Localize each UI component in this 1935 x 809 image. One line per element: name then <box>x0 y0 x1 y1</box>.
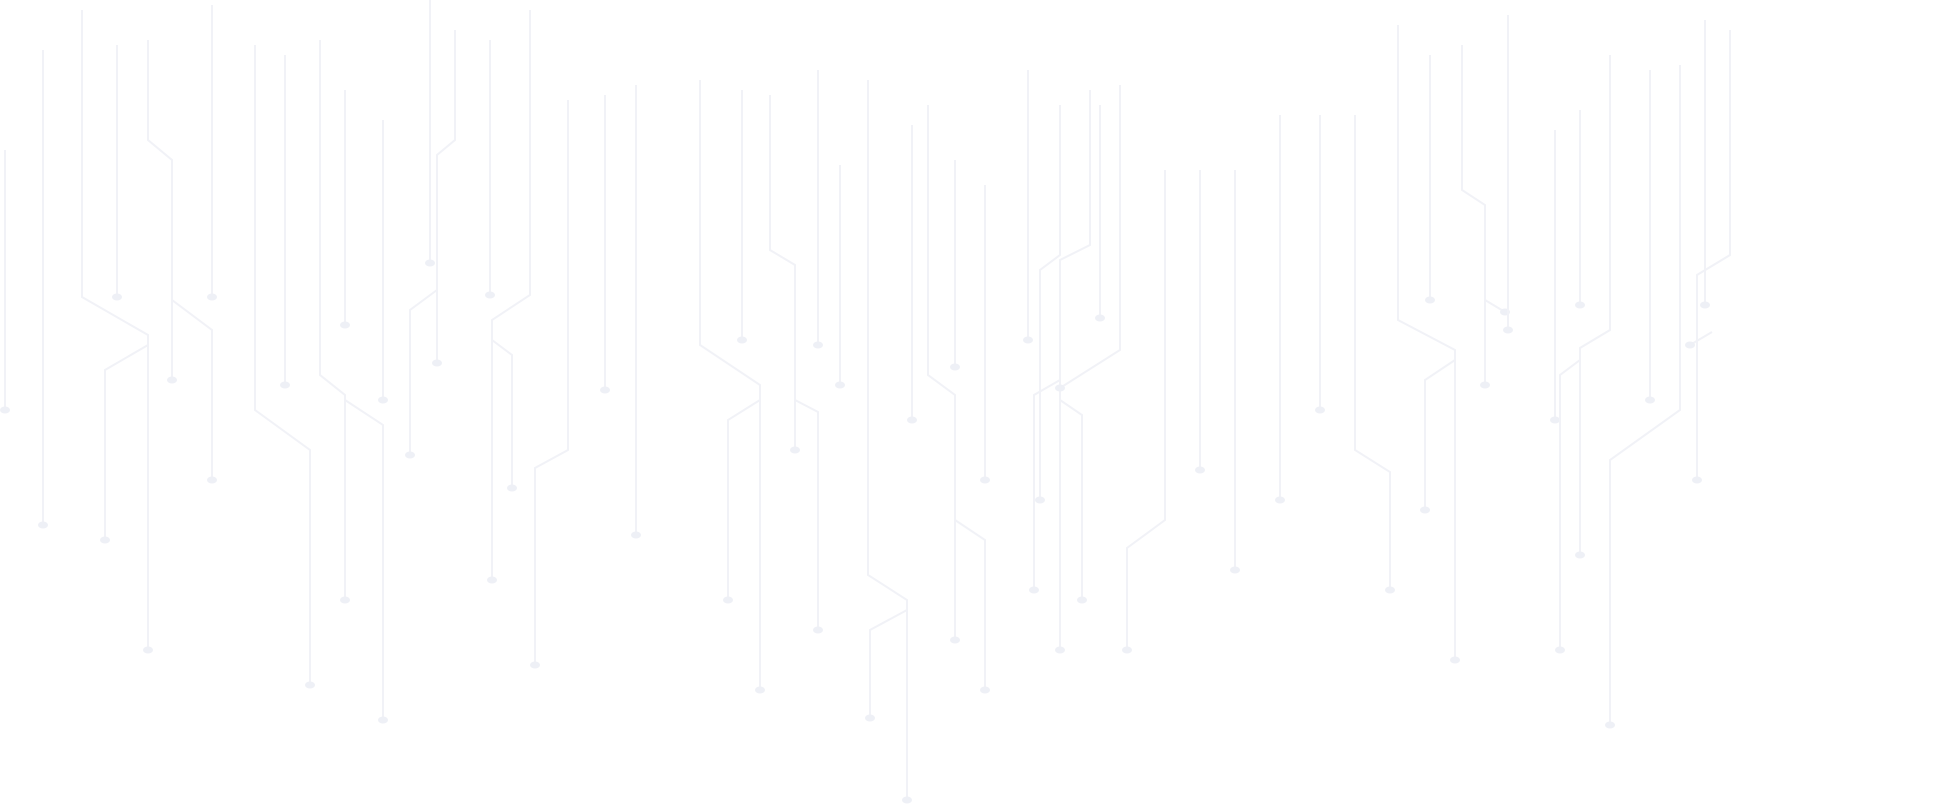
circuit-trace <box>1397 25 1456 660</box>
circuit-node <box>1575 301 1585 309</box>
circuit-node <box>1425 296 1435 304</box>
circuit-trace <box>171 299 213 480</box>
circuit-node <box>1035 496 1045 504</box>
circuit-node <box>167 376 177 384</box>
circuit-trace <box>436 30 456 363</box>
circuit-trace <box>254 45 311 685</box>
circuit-node <box>38 521 48 529</box>
circuit-node <box>1195 466 1205 474</box>
circuit-node <box>305 681 315 689</box>
circuit-node <box>1230 566 1240 574</box>
circuit-trace <box>319 40 346 600</box>
circuit-node <box>340 321 350 329</box>
circuit-node <box>530 661 540 669</box>
circuit-node <box>1055 646 1065 654</box>
circuit-node <box>865 714 875 722</box>
circuit-node <box>207 476 217 484</box>
circuit-node <box>1550 416 1560 424</box>
circuit-trace <box>81 10 149 650</box>
circuit-trace <box>1033 379 1061 590</box>
circuit-node <box>1029 586 1039 594</box>
circuit-node <box>631 531 641 539</box>
circuit-node <box>1685 341 1695 349</box>
circuit-node <box>980 686 990 694</box>
circuit-trace <box>104 344 149 540</box>
circuit-node <box>835 381 845 389</box>
circuit-node <box>207 293 217 301</box>
circuit-trace <box>727 399 761 600</box>
circuit-node <box>378 716 388 724</box>
circuit-trace <box>1354 115 1391 590</box>
circuit-node <box>0 406 10 414</box>
circuit-trace <box>1126 170 1166 650</box>
circuit-node <box>790 446 800 454</box>
circuit-trace <box>1461 45 1486 385</box>
circuit-node <box>755 686 765 694</box>
circuit-trace <box>147 40 173 380</box>
circuit-trace <box>1059 399 1083 600</box>
circuit-node <box>737 336 747 344</box>
circuit-trace <box>409 289 438 455</box>
circuit-node <box>1605 721 1615 729</box>
circuit-trace <box>1609 65 1681 725</box>
circuit-trace <box>1059 90 1091 650</box>
circuit-node <box>507 484 517 492</box>
circuit-node <box>1055 384 1065 392</box>
circuit-node <box>902 796 912 804</box>
circuit-node <box>1645 396 1655 404</box>
circuit-node <box>813 626 823 634</box>
circuit-node <box>1275 496 1285 504</box>
circuit-trace <box>1696 30 1731 480</box>
circuit-node <box>1575 551 1585 559</box>
circuit-trace <box>1059 85 1121 389</box>
circuit-node <box>600 386 610 394</box>
circuit-node <box>1023 336 1033 344</box>
circuit-trace <box>927 105 956 640</box>
circuit-trace <box>1559 359 1581 650</box>
circuit-trace <box>1579 55 1611 555</box>
circuit-trace <box>794 399 819 630</box>
circuit-node <box>950 636 960 644</box>
circuit-node <box>1315 406 1325 414</box>
circuit-node <box>340 596 350 604</box>
circuit-node <box>1385 586 1395 594</box>
circuit-node <box>813 341 823 349</box>
circuit-trace <box>869 609 908 718</box>
circuit-node <box>980 476 990 484</box>
circuit-node <box>1095 314 1105 322</box>
circuit-node <box>1450 656 1460 664</box>
circuit-node <box>405 451 415 459</box>
circuit-trace <box>867 80 908 800</box>
circuit-node <box>1480 381 1490 389</box>
circuit-node <box>1700 301 1710 309</box>
circuit-node <box>1122 646 1132 654</box>
circuit-node <box>723 596 733 604</box>
circuit-node <box>280 381 290 389</box>
circuit-node <box>143 646 153 654</box>
circuit-node <box>1420 506 1430 514</box>
circuit-node <box>1692 476 1702 484</box>
circuit-node <box>100 536 110 544</box>
circuit-node <box>378 396 388 404</box>
circuit-node <box>432 359 442 367</box>
circuit-trace <box>1424 359 1456 510</box>
circuit-node <box>112 293 122 301</box>
circuit-trace <box>954 519 986 690</box>
circuit-node <box>487 576 497 584</box>
circuit-trace <box>344 399 384 720</box>
circuit-node <box>1555 646 1565 654</box>
circuit-trace <box>769 95 796 450</box>
circuit-node <box>1077 596 1087 604</box>
circuit-trace <box>534 100 569 665</box>
circuit-trace <box>491 10 531 580</box>
circuit-node <box>950 363 960 371</box>
circuit-trace <box>1039 105 1061 500</box>
circuit-trace <box>491 339 513 488</box>
circuit-node <box>485 291 495 299</box>
circuit-node <box>1503 326 1513 334</box>
circuit-node <box>907 416 917 424</box>
circuit-node <box>425 259 435 267</box>
circuit-trace <box>699 80 761 690</box>
